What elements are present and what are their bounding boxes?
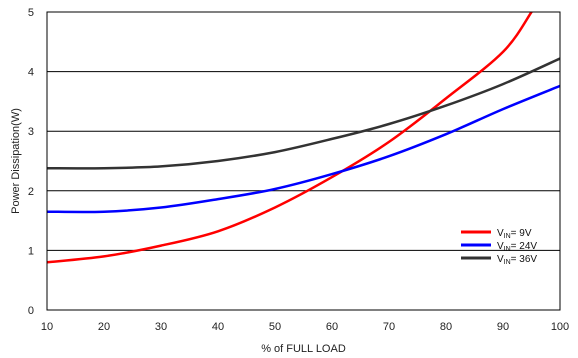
x-axis-ticks: 10 20 30 40 50 60 70 80 90 100 (41, 321, 569, 333)
x-tick-label: 80 (440, 321, 452, 333)
x-axis-label: % of FULL LOAD (261, 343, 346, 355)
legend-label-3: VIN= 36V (497, 254, 537, 266)
x-tick-label: 70 (383, 321, 395, 333)
x-tick-label: 100 (551, 321, 569, 333)
y-tick-label: 4 (28, 67, 34, 79)
y-tick-label: 3 (28, 126, 34, 138)
legend-label-1: VIN= 9V (497, 228, 532, 240)
x-tick-label: 20 (98, 321, 110, 333)
series-layer (47, 12, 560, 264)
x-tick-label: 90 (497, 321, 509, 333)
series-line-2 (47, 84, 560, 214)
y-tick-label: 2 (28, 186, 34, 198)
x-tick-label: 50 (269, 321, 281, 333)
y-tick-label: 1 (28, 245, 34, 257)
y-tick-label: 0 (28, 305, 34, 317)
series-line-3 (47, 57, 560, 170)
y-axis-label: Power Dissipation(W) (10, 108, 22, 214)
x-tick-label: 40 (212, 321, 224, 333)
x-tick-label: 10 (41, 321, 53, 333)
plot-frame (46, 11, 561, 311)
legend-label-2: VIN= 24V (497, 241, 537, 253)
series-line-1 (47, 12, 533, 264)
gridlines (47, 71, 560, 251)
y-tick-label: 5 (28, 7, 34, 19)
x-tick-label: 60 (326, 321, 338, 333)
y-axis-ticks: 0 1 2 3 4 5 (28, 7, 34, 317)
x-tick-label: 30 (155, 321, 167, 333)
